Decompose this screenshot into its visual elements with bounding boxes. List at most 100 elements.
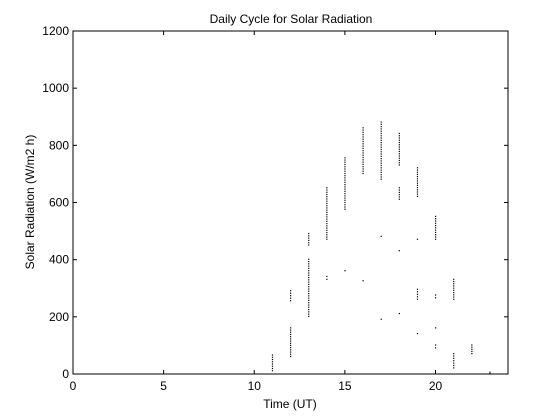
data-point	[290, 331, 292, 333]
data-point	[362, 168, 364, 170]
data-point	[344, 190, 346, 192]
data-point	[416, 191, 419, 193]
data-point	[380, 235, 382, 237]
data-point	[308, 315, 310, 318]
data-point	[290, 292, 292, 294]
y-axis-ticks: 0 200 400 600 800 1000 1200	[42, 24, 508, 381]
data-point	[362, 138, 364, 140]
data-point	[453, 362, 455, 364]
data-point	[271, 370, 274, 372]
data-point	[271, 354, 274, 356]
data-point	[453, 298, 455, 300]
data-point	[416, 169, 419, 171]
data-point	[416, 180, 419, 182]
data-point	[290, 353, 292, 355]
data-point	[435, 236, 437, 238]
data-point	[435, 344, 437, 346]
data-point	[398, 189, 400, 191]
data-point	[416, 178, 419, 180]
data-point	[398, 148, 400, 150]
data-point	[435, 297, 437, 299]
data-point	[380, 126, 382, 128]
data-point	[398, 187, 400, 189]
data-point	[290, 344, 292, 347]
data-point	[398, 196, 400, 198]
data-point	[290, 336, 292, 338]
data-point	[326, 234, 328, 236]
data-point	[453, 283, 455, 285]
data-point	[326, 225, 328, 227]
data-point	[362, 163, 364, 165]
data-point	[416, 186, 419, 189]
data-point	[362, 159, 364, 161]
data-point	[344, 206, 346, 208]
data-point	[344, 197, 346, 199]
data-point	[380, 169, 382, 171]
data-point	[435, 220, 437, 222]
data-point	[398, 153, 400, 155]
data-point	[453, 296, 455, 298]
data-point	[453, 294, 455, 296]
data-point	[290, 290, 292, 292]
data-point	[344, 161, 346, 163]
data-point	[290, 349, 292, 351]
data-point	[326, 200, 328, 202]
data-point	[308, 265, 310, 267]
x-tick-label: 10	[248, 379, 262, 393]
data-points	[271, 121, 491, 375]
data-point	[308, 304, 310, 306]
data-point	[416, 175, 419, 178]
data-point	[416, 193, 419, 195]
data-point	[398, 144, 400, 146]
data-point	[362, 127, 364, 129]
data-point	[326, 189, 328, 191]
data-point	[308, 263, 310, 265]
data-point	[380, 151, 382, 153]
data-point	[326, 205, 328, 207]
data-point	[326, 218, 328, 220]
data-point	[435, 229, 437, 231]
data-point	[453, 292, 455, 294]
data-point	[362, 140, 364, 143]
data-point	[380, 148, 382, 151]
data-point	[326, 238, 328, 240]
data-point	[308, 306, 310, 308]
data-point	[344, 170, 346, 172]
x-axis-ticks: 0 5 10 15 20	[70, 31, 443, 393]
data-point	[308, 308, 310, 311]
y-tick-label: 200	[49, 310, 69, 324]
data-point	[416, 291, 419, 293]
data-point	[326, 275, 328, 278]
data-point	[453, 285, 455, 287]
data-point	[416, 293, 419, 295]
x-tick-label: 20	[429, 379, 443, 393]
y-tick-label: 800	[49, 138, 69, 152]
data-point	[308, 270, 310, 272]
x-tick-label: 0	[70, 379, 77, 393]
data-point	[453, 352, 455, 355]
data-point	[380, 144, 382, 146]
data-point	[344, 184, 346, 186]
data-point	[398, 141, 400, 144]
data-point	[308, 299, 310, 302]
y-tick-label: 1000	[42, 81, 69, 95]
data-point	[362, 150, 364, 152]
data-point	[380, 128, 382, 130]
data-point	[435, 234, 437, 236]
data-point	[362, 136, 364, 138]
data-point	[380, 178, 382, 180]
data-point	[416, 182, 419, 184]
data-point	[453, 289, 455, 291]
data-point	[398, 150, 400, 153]
data-point	[398, 135, 400, 137]
data-point	[308, 302, 310, 304]
data-point	[435, 224, 437, 227]
data-point	[416, 288, 419, 290]
x-axis-label: Time (UT)	[263, 397, 317, 411]
data-point	[326, 196, 328, 198]
x-tick-label: 15	[338, 379, 352, 393]
data-point	[308, 235, 310, 237]
data-point	[471, 352, 473, 355]
data-point	[308, 244, 310, 246]
